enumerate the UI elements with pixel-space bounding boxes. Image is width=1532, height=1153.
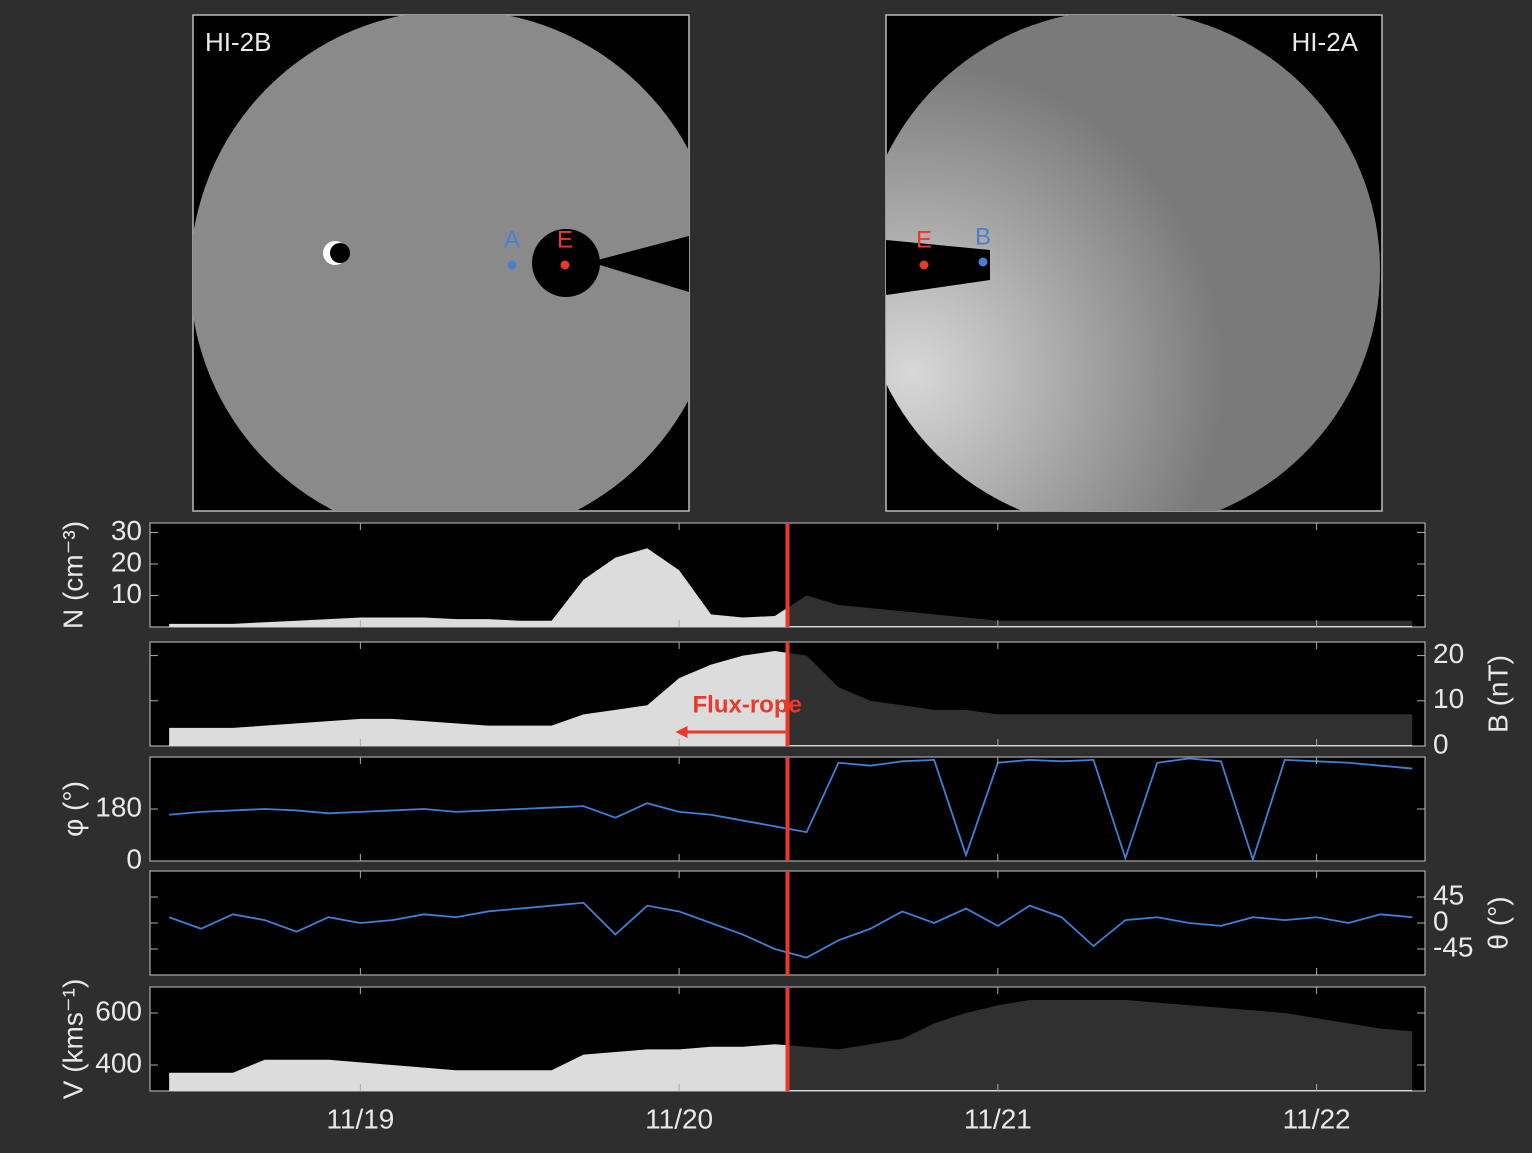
y-tick-label: 0 (126, 843, 142, 874)
y-tick-label: 10 (111, 578, 142, 609)
x-tick-label: 11/19 (326, 1103, 394, 1134)
image-hi2b (190, 10, 720, 540)
y-tick-label: 180 (95, 791, 142, 822)
marker-dot (979, 258, 988, 267)
marker-dot (561, 261, 570, 270)
post-event-shade (788, 988, 1425, 1090)
y-axis-label: B (nT) (1482, 655, 1513, 733)
y-tick-label: 0 (1433, 728, 1449, 759)
x-tick-label: 11/20 (645, 1103, 713, 1134)
y-tick-label: 600 (95, 995, 142, 1026)
x-tick-label: 11/22 (1283, 1103, 1351, 1134)
image-label: HI-2A (1292, 27, 1359, 57)
y-tick-label: 20 (1433, 638, 1464, 669)
page: HI-2BAEHI-2AEB102030N (cm⁻³)01020B (nT)F… (0, 0, 1532, 1153)
post-event-shade (788, 524, 1425, 626)
image-label: HI-2B (205, 27, 271, 57)
figure: HI-2BAEHI-2AEB102030N (cm⁻³)01020B (nT)F… (0, 0, 1532, 1153)
marker-dot (920, 261, 929, 270)
post-event-shade (788, 643, 1425, 745)
y-tick-label: -45 (1433, 931, 1473, 962)
marker-dot (508, 261, 517, 270)
y-axis-label: φ (°) (57, 781, 88, 837)
y-tick-label: 10 (1433, 683, 1464, 714)
annotation: Flux-rope (693, 691, 802, 718)
marker-label: B (975, 223, 991, 250)
marker-label: E (916, 226, 932, 253)
y-tick-label: 30 (111, 515, 142, 546)
y-axis-label: θ (°) (1482, 896, 1513, 949)
image-hi2a (860, 10, 1382, 530)
x-tick-label: 11/21 (964, 1103, 1032, 1134)
marker-label: E (557, 226, 573, 253)
y-tick-label: 20 (111, 546, 142, 577)
marker-label: A (504, 226, 520, 253)
y-axis-label: V (kms⁻¹) (57, 979, 88, 1100)
y-axis-label: N (cm⁻³) (57, 521, 88, 629)
y-tick-label: 400 (95, 1047, 142, 1078)
